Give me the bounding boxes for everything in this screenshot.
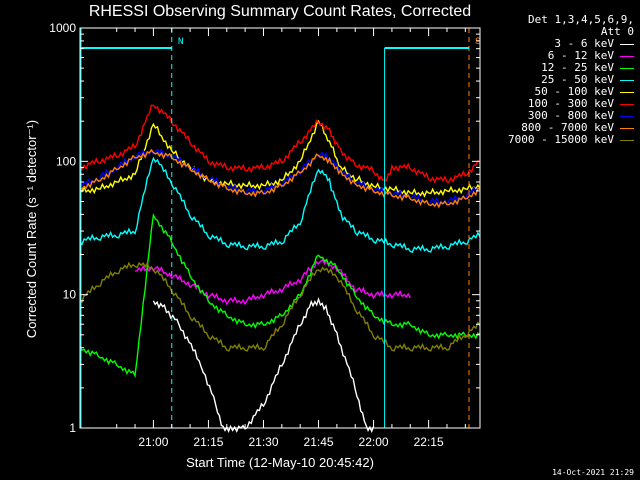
x-axis-label: Start Time (12-May-10 20:45:42) [186,455,374,470]
legend-entry-label: 6 - 12 keV [547,49,614,62]
y-axis-label: Corrected Count Rate (s⁻¹ detector⁻¹) [24,120,39,338]
legend-entry: 7000 - 15000 keV [508,134,634,146]
legend-entry: 3 - 6 keV [508,38,634,50]
legend-entry-label: 800 - 7000 keV [521,121,614,134]
series-line-8 [79,148,481,209]
x-tick-label: 21:30 [248,435,278,449]
legend-header-line-2: Att 0 [600,25,634,38]
series-line-1 [152,296,375,433]
legend-entry-label: 7000 - 15000 keV [508,133,614,146]
legend-entry: 6 - 12 keV [508,50,634,62]
legend-swatch [620,91,634,93]
series-line-4 [79,156,481,254]
legend-entry-label: 100 - 300 keV [527,97,614,110]
legend-swatch [620,55,634,57]
legend-swatch [620,67,634,69]
timestamp: 14-Oct-2021 21:29 [552,468,634,477]
legend-entry: 800 - 7000 keV [508,122,634,134]
legend-entry-label: 50 - 100 keV [534,85,614,98]
y-tick-label: 1 [69,421,76,435]
x-tick-label: 21:00 [138,435,168,449]
legend-swatch [620,79,634,81]
legend-entry: 100 - 300 keV [508,98,634,110]
legend-entry-label: 3 - 6 keV [554,37,614,50]
marker-label-s: S [475,37,481,48]
legend-entry: 50 - 100 keV [508,86,634,98]
legend-swatch [620,103,634,105]
series-line-6 [79,104,481,184]
legend-entry-label: 25 - 50 keV [541,73,614,86]
legend-entry: 25 - 50 keV [508,74,634,86]
legend-swatch [620,43,634,45]
series-line-9 [79,261,481,352]
legend-swatch [620,127,634,129]
x-tick-label: 22:00 [359,435,389,449]
x-tick-label: 21:15 [193,435,223,449]
marker-label-n: N [178,37,184,48]
legend-entry-label: 12 - 25 keV [541,61,614,74]
x-tick-label: 21:45 [304,435,334,449]
x-tick-label: 22:15 [414,435,444,449]
y-tick-label: 10 [63,288,77,302]
legend-header-line-1: Det 1,3,4,5,6,9, [528,13,634,26]
legend-entry: 12 - 25 keV [508,62,634,74]
legend-entry: 300 - 800 keV [508,110,634,122]
y-tick-label: 1000 [49,21,76,35]
y-tick-label: 100 [56,154,76,168]
chart-title: RHESSI Observing Summary Count Rates, Co… [89,3,471,20]
legend-swatch [620,139,634,141]
plot-frame [79,27,481,429]
plot-area: N S 1 10 100 1000 21:00 21:15 21:30 21:45 22:00 22:… [49,21,481,449]
series-line-3 [79,212,481,379]
legend-entry-label: 300 - 800 keV [527,109,614,122]
series-line-2 [134,258,411,306]
series-line-5 [79,119,481,198]
legend: Det 1,3,4,5,6,9, Att 0 3 - 6 keV 6 - 12 k… [508,14,634,146]
legend-swatch [620,115,634,117]
